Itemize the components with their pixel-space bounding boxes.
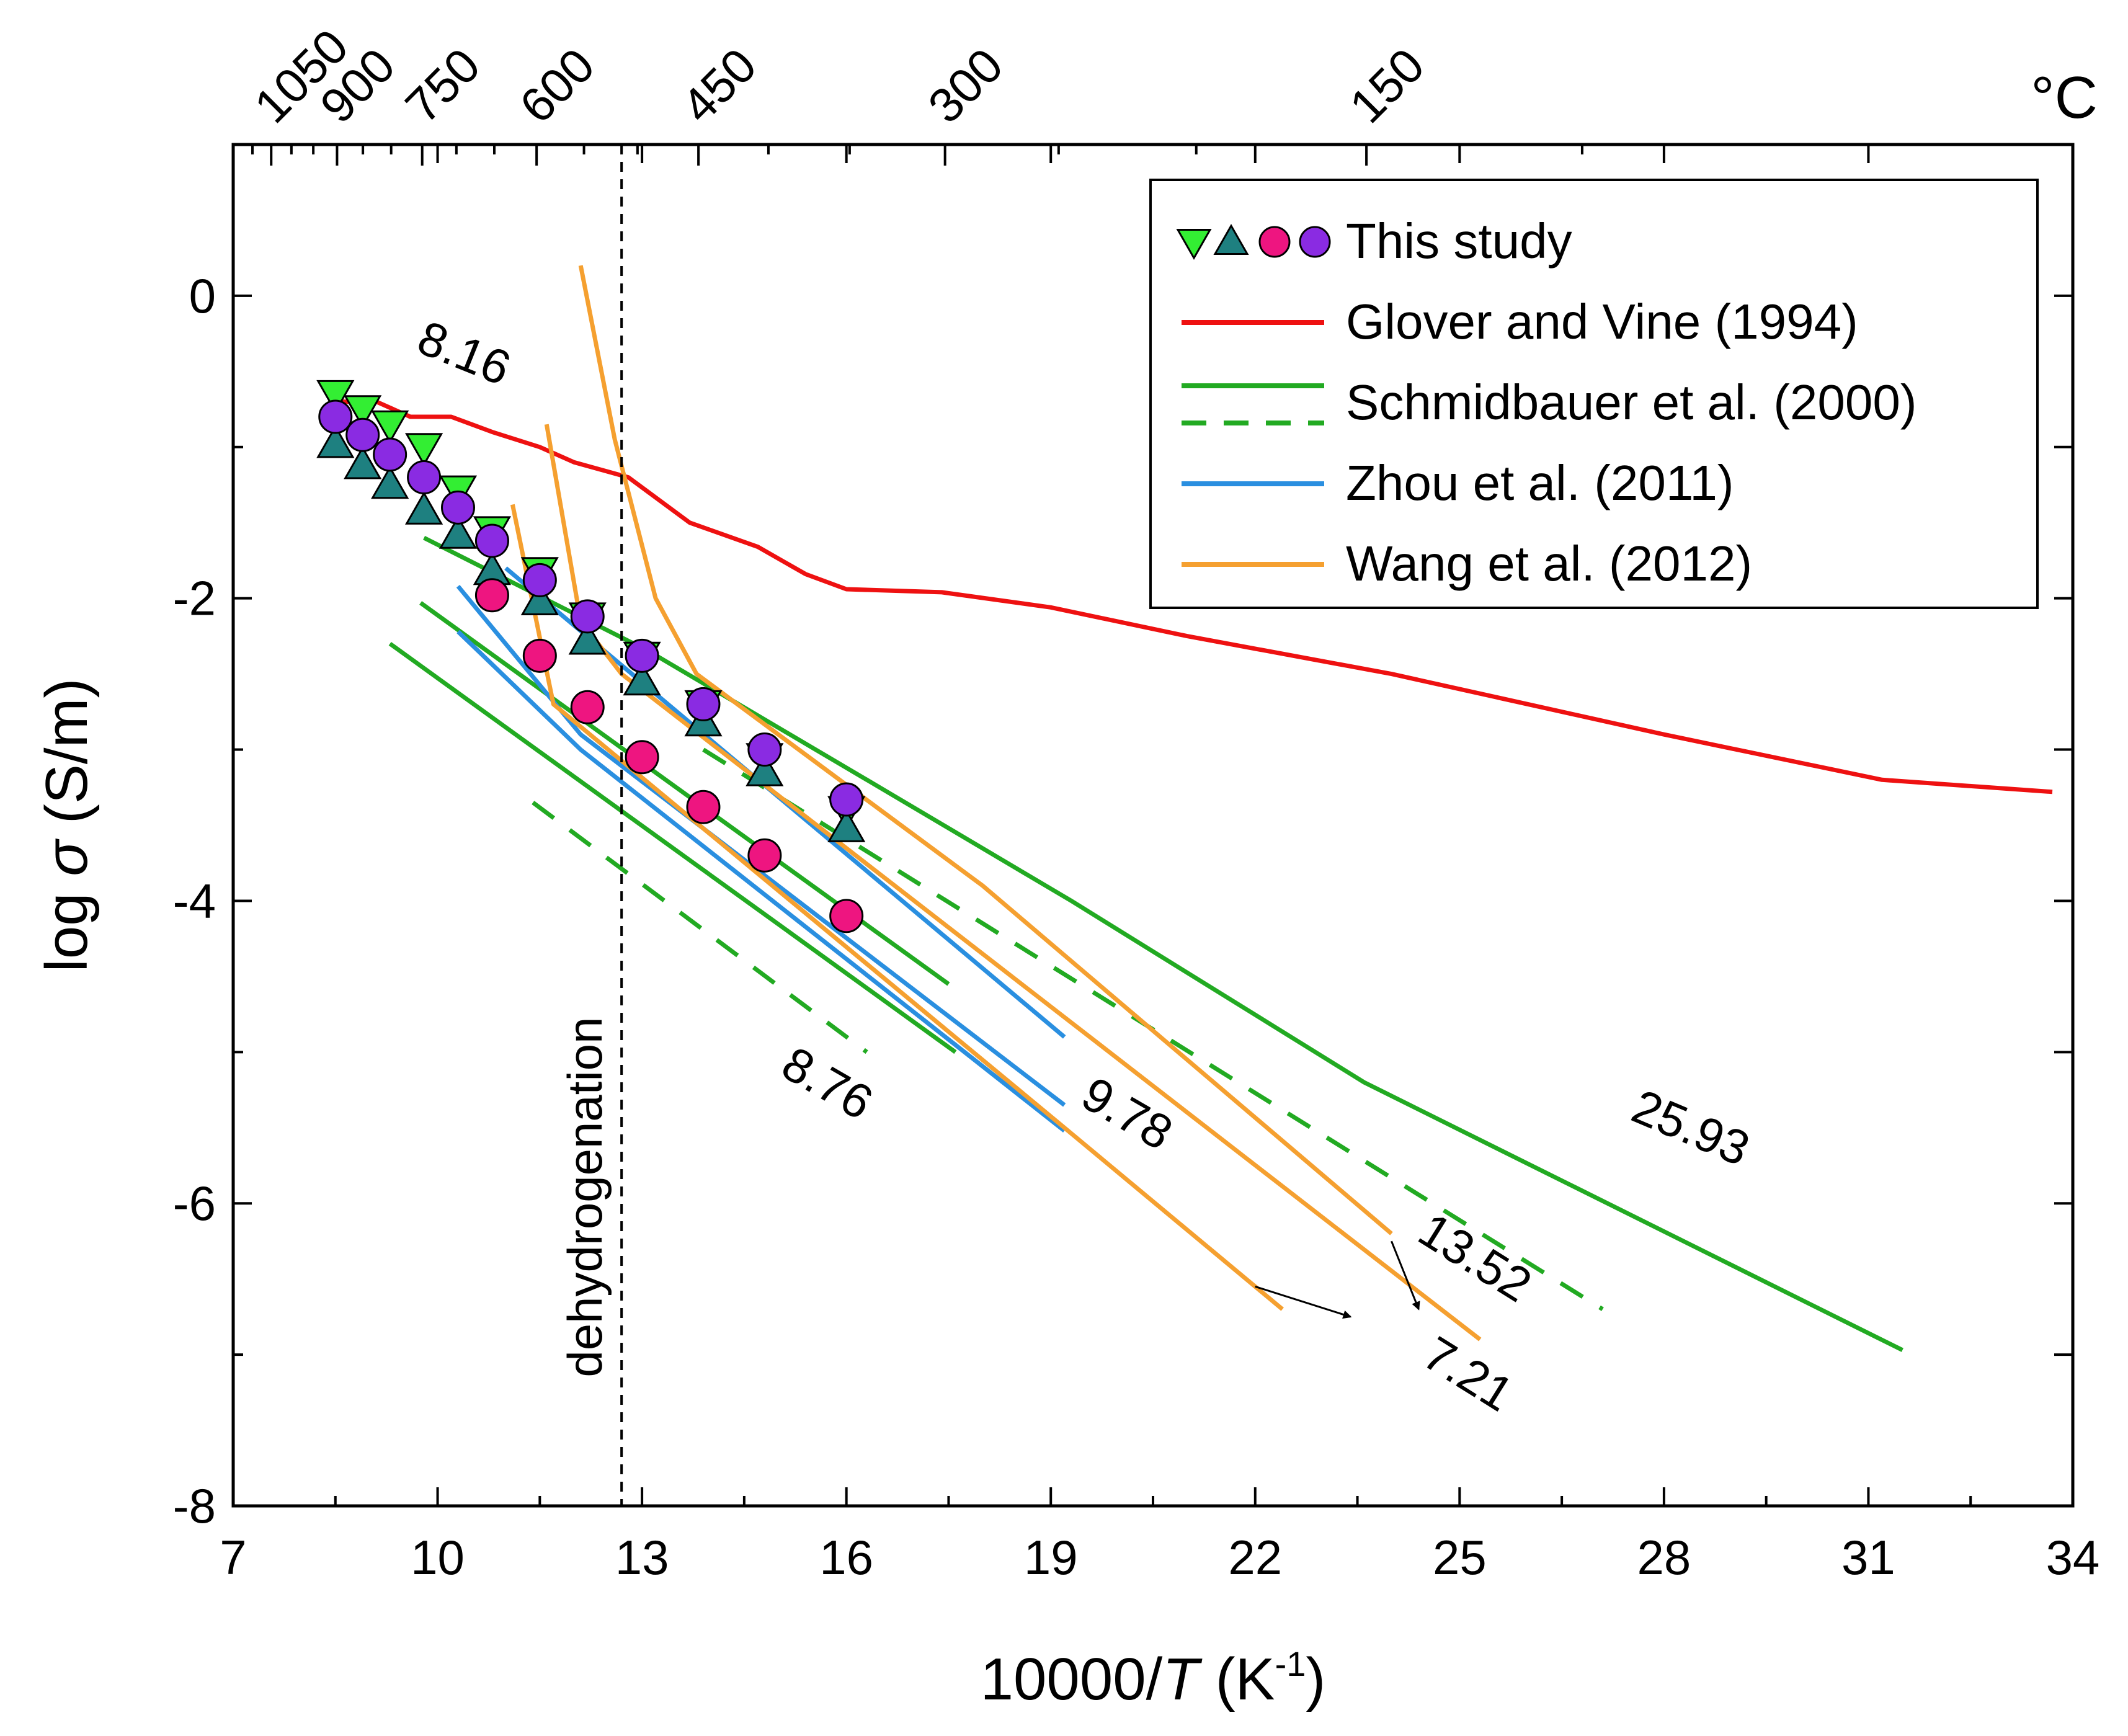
legend-label-3: Zhou et al. (2011) bbox=[1346, 455, 1734, 510]
y-tick-label-1: -6 bbox=[173, 1176, 216, 1231]
marker-1-3 bbox=[405, 491, 443, 525]
y-axis-title-italic: σ bbox=[33, 839, 100, 876]
top-tick-label-3: 600 bbox=[509, 38, 605, 133]
marker-3-11 bbox=[829, 782, 864, 817]
top-axis-unit: °C bbox=[2031, 65, 2098, 131]
y-tick-label-4: 0 bbox=[189, 269, 216, 323]
markers-layer bbox=[316, 380, 866, 933]
x-tick-label-1: 10 bbox=[411, 1530, 465, 1585]
series-line-0 bbox=[335, 399, 2053, 795]
y-axis-title-unit: (S/m) bbox=[33, 679, 100, 840]
dehydrogenation-label: dehydrogenation bbox=[558, 1017, 612, 1377]
x-axis-title-italic: T bbox=[1162, 1646, 1203, 1712]
top-tick-label-2: 750 bbox=[394, 38, 490, 133]
marker-2-1 bbox=[522, 638, 557, 673]
marker-0-2 bbox=[371, 410, 409, 444]
marker-1-0 bbox=[316, 424, 355, 458]
marker-3-4 bbox=[441, 490, 476, 525]
x-axis-title-sup: -1 bbox=[1275, 1644, 1306, 1683]
marker-3-0 bbox=[318, 399, 353, 434]
x-axis-title-prefix: 10000/ bbox=[981, 1646, 1163, 1712]
marker-1-4 bbox=[439, 515, 478, 549]
y-axis-title: log σ (S/m) bbox=[33, 679, 100, 973]
y-tick-label-3: -2 bbox=[173, 571, 216, 626]
annotation-0: 8.16 bbox=[411, 310, 519, 396]
x-tick-label-2: 13 bbox=[615, 1530, 669, 1585]
legend: This study Glover and Vine (1994) Schmidba… bbox=[1149, 179, 2039, 609]
marker-3-6 bbox=[522, 563, 557, 597]
annotation-4: 13.52 bbox=[1410, 1202, 1541, 1312]
marker-3-9 bbox=[686, 687, 721, 721]
top-tick-label-5: 300 bbox=[917, 38, 1013, 133]
marker-3-3 bbox=[407, 460, 442, 495]
series-line-9 bbox=[578, 265, 1393, 1235]
series-line-7 bbox=[456, 584, 1066, 1107]
x-tick-label-7: 28 bbox=[1637, 1530, 1691, 1585]
y-tick-label-0: -8 bbox=[173, 1479, 216, 1533]
marker-1-2 bbox=[371, 465, 409, 499]
marker-2-3 bbox=[625, 740, 659, 775]
legend-marker-3 bbox=[1299, 226, 1331, 258]
x-tick-label-8: 31 bbox=[1841, 1530, 1895, 1585]
marker-3-7 bbox=[570, 599, 605, 634]
legend-marker-2 bbox=[1258, 226, 1291, 258]
series-line-1 bbox=[423, 535, 1903, 1352]
x-tick-label-6: 25 bbox=[1433, 1530, 1487, 1585]
series-line-11 bbox=[510, 504, 1284, 1311]
series-line-3 bbox=[388, 641, 957, 1054]
marker-3-1 bbox=[345, 417, 380, 452]
top-tick-label-6: 150 bbox=[1339, 38, 1435, 133]
marker-2-2 bbox=[570, 690, 605, 724]
series-line-2 bbox=[419, 601, 950, 986]
marker-2-0 bbox=[474, 578, 509, 613]
marker-0-3 bbox=[405, 433, 443, 466]
series-line-5 bbox=[532, 801, 868, 1054]
marker-1-10 bbox=[746, 753, 784, 786]
series-line-8 bbox=[456, 630, 1066, 1133]
y-axis-title-prefix: log bbox=[33, 876, 100, 973]
x-tick-label-5: 22 bbox=[1228, 1530, 1282, 1585]
x-axis-title: 10000/T (K-1) bbox=[981, 1644, 1326, 1712]
annotation-5: 7.21 bbox=[1414, 1325, 1523, 1422]
x-axis-title-close: ) bbox=[1306, 1646, 1325, 1712]
marker-2-5 bbox=[747, 838, 782, 873]
marker-3-10 bbox=[747, 732, 782, 767]
x-tick-label-9: 34 bbox=[2046, 1530, 2100, 1585]
legend-label-1: Glover and Vine (1994) bbox=[1346, 294, 1858, 349]
marker-2-6 bbox=[829, 899, 864, 933]
legend-label-4: Wang et al. (2012) bbox=[1346, 536, 1752, 591]
legend-marker-1 bbox=[1213, 223, 1249, 255]
marker-3-5 bbox=[474, 523, 509, 558]
marker-3-2 bbox=[373, 437, 407, 472]
x-tick-label-0: 7 bbox=[220, 1530, 246, 1585]
marker-1-6 bbox=[520, 582, 559, 615]
legend-marker-0 bbox=[1176, 229, 1212, 260]
annotation-arrow-1 bbox=[1391, 1240, 1420, 1311]
legend-box bbox=[1149, 179, 2039, 609]
top-tick-label-4: 450 bbox=[671, 38, 767, 133]
annotation-arrow-0 bbox=[1255, 1285, 1352, 1319]
x-tick-label-3: 16 bbox=[819, 1530, 873, 1585]
marker-1-1 bbox=[344, 445, 382, 479]
x-axis-title-unit: (K bbox=[1199, 1646, 1275, 1712]
marker-1-8 bbox=[623, 662, 661, 696]
legend-label-2: Schmidbauer et al. (2000) bbox=[1346, 375, 1917, 430]
x-tick-label-4: 19 bbox=[1024, 1530, 1078, 1585]
y-tick-label-2: -4 bbox=[173, 873, 216, 928]
marker-1-7 bbox=[568, 621, 607, 655]
marker-0-0 bbox=[316, 380, 355, 414]
marker-2-4 bbox=[686, 790, 721, 824]
marker-0-1 bbox=[344, 395, 382, 429]
marker-1-11 bbox=[827, 809, 866, 842]
legend-label-0: This study bbox=[1346, 213, 1572, 269]
annotation-3: 25.93 bbox=[1624, 1079, 1757, 1176]
marker-3-8 bbox=[625, 638, 659, 673]
